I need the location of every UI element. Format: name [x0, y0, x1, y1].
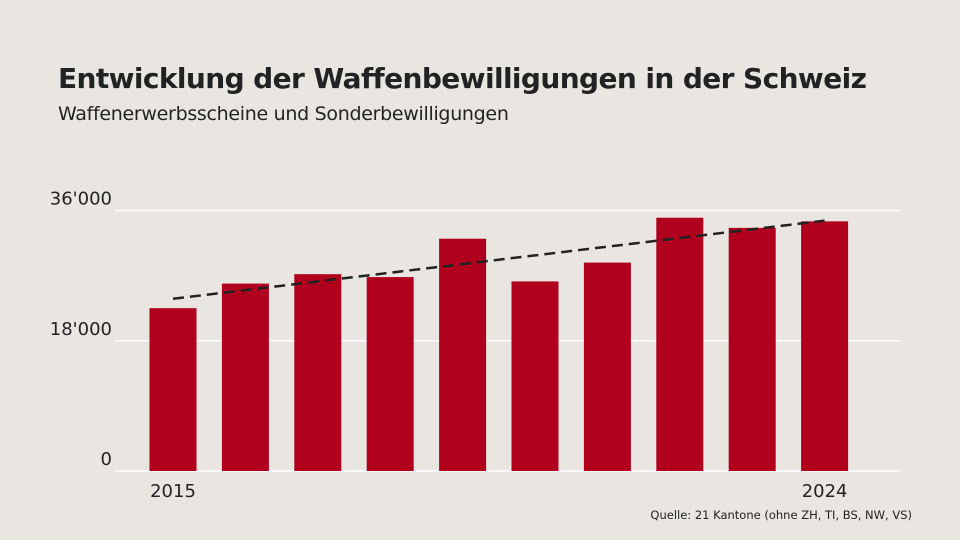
x-tick-label: 2015	[150, 481, 196, 502]
trend-line	[172, 219, 825, 301]
chart-title: Entwicklung der Waffenbewilligungen in d…	[58, 62, 867, 95]
bar-2022	[656, 217, 704, 471]
bar-2016	[221, 283, 269, 471]
bar-2018	[366, 277, 414, 471]
bar-2021	[583, 262, 631, 471]
bar-2020	[511, 281, 559, 471]
y-tick-label: 36'000	[50, 189, 112, 210]
bar-2023	[728, 227, 776, 471]
y-tick-label: 18'000	[50, 319, 112, 340]
bar-2015	[149, 308, 197, 471]
source-note: Quelle: 21 Kantone (ohne ZH, TI, BS, NW,…	[650, 508, 912, 522]
chart-subtitle: Waffenerwerbsscheine und Sonderbewilligu…	[58, 103, 509, 125]
x-tick-label: 2024	[802, 481, 848, 502]
bar-2017	[294, 274, 342, 471]
y-tick-label: 0	[101, 449, 112, 470]
bar-2019	[439, 238, 487, 471]
bar-2024	[801, 221, 849, 471]
